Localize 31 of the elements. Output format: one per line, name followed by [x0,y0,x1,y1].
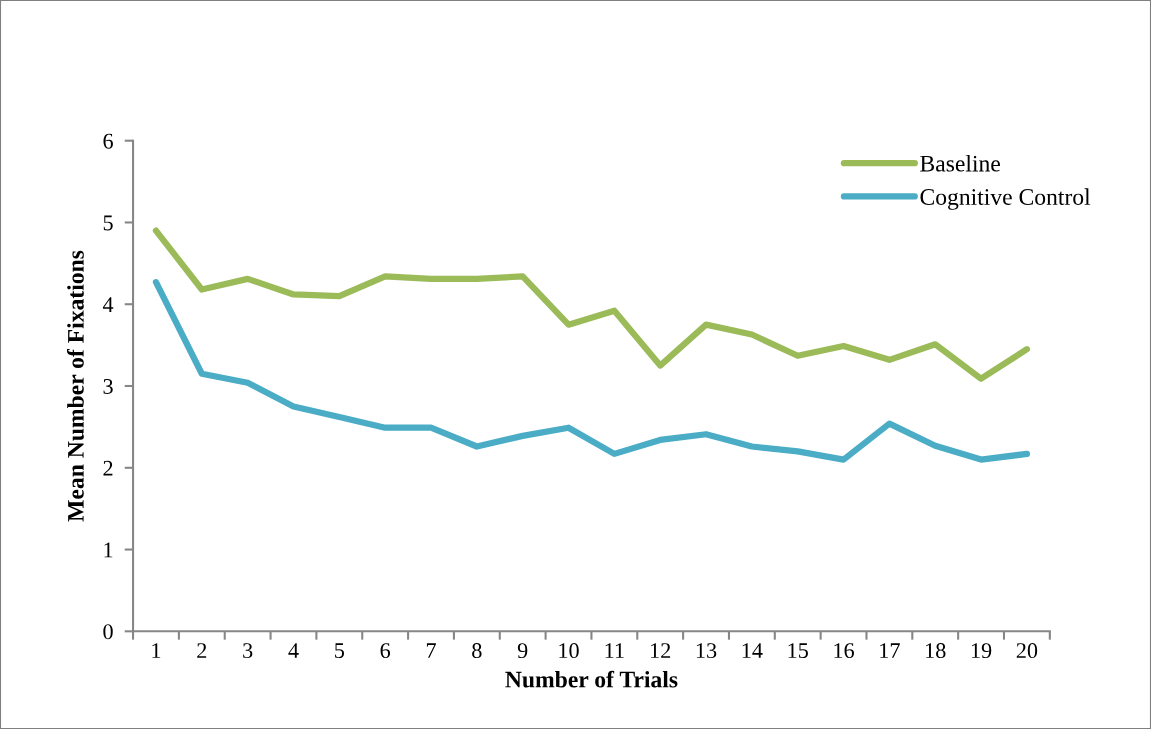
x-tick-label: 6 [380,643,391,659]
x-tick-label: 19 [971,643,992,659]
y-axis-title: Mean Number of Fixations [66,250,84,522]
x-tick-label: 15 [788,643,808,659]
x-tick-label: 3 [243,643,253,659]
y-tick-label: 5 [103,215,113,231]
y-tick-label: 4 [102,297,114,312]
x-tick-label: 2 [197,643,207,658]
x-tick-label: 17 [880,643,900,658]
x-tick-label: 9 [517,643,528,659]
x-tick-label: 8 [472,643,482,659]
x-tick-label: 18 [926,643,946,659]
x-tick-label: 1 [152,643,161,658]
y-tick-label: 1 [104,542,113,558]
y-tick-label: 6 [103,133,113,149]
x-axis-title: Number of Trials [505,670,678,688]
x-tick-label: 16 [834,643,854,659]
legend-label: Cognitive Control [920,188,1091,210]
x-tick-label: 5 [335,643,345,659]
legend-label: Baseline [920,155,1000,172]
x-tick-label: 13 [696,643,717,659]
x-tick-label: 12 [651,643,671,658]
y-tick-label: 2 [103,460,113,476]
x-tick-label: 11 [605,643,624,658]
y-tick-label: 0 [103,624,113,640]
x-tick-label: 4 [288,643,299,658]
x-tick-label: 20 [1016,643,1038,659]
x-tick-label: 14 [742,643,763,658]
x-tick-label: 10 [559,643,579,659]
y-tick-label: 3 [103,379,113,394]
x-tick-label: 7 [426,643,436,658]
